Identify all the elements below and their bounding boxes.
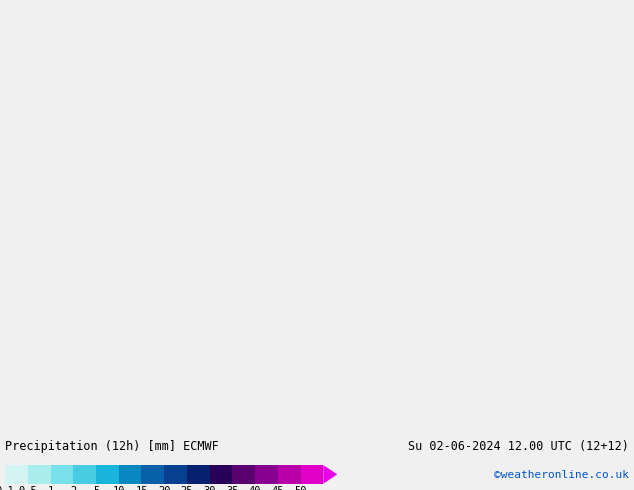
Bar <box>233 465 255 484</box>
Bar <box>28 465 51 484</box>
Text: 2: 2 <box>70 486 77 490</box>
Text: 10: 10 <box>112 486 125 490</box>
Bar <box>141 465 164 484</box>
Bar <box>301 465 323 484</box>
Bar <box>278 465 301 484</box>
Text: 45: 45 <box>271 486 284 490</box>
Text: 40: 40 <box>249 486 261 490</box>
Text: 25: 25 <box>181 486 193 490</box>
Text: ©weatheronline.co.uk: ©weatheronline.co.uk <box>494 470 629 480</box>
Bar <box>74 465 96 484</box>
Text: 1: 1 <box>48 486 54 490</box>
Text: 50: 50 <box>294 486 307 490</box>
Bar <box>96 465 119 484</box>
Bar <box>5 465 28 484</box>
Text: 0.5: 0.5 <box>18 486 37 490</box>
Text: 0.1: 0.1 <box>0 486 15 490</box>
Bar <box>187 465 210 484</box>
Bar <box>119 465 141 484</box>
Text: 20: 20 <box>158 486 171 490</box>
Text: 15: 15 <box>135 486 148 490</box>
Text: 30: 30 <box>204 486 216 490</box>
Text: Su 02-06-2024 12.00 UTC (12+12): Su 02-06-2024 12.00 UTC (12+12) <box>408 440 629 453</box>
Text: Precipitation (12h) [mm] ECMWF: Precipitation (12h) [mm] ECMWF <box>5 440 219 453</box>
Text: 35: 35 <box>226 486 238 490</box>
Bar <box>164 465 187 484</box>
Bar <box>255 465 278 484</box>
Bar <box>51 465 74 484</box>
Text: 5: 5 <box>93 486 99 490</box>
Polygon shape <box>323 465 337 484</box>
Bar <box>210 465 233 484</box>
